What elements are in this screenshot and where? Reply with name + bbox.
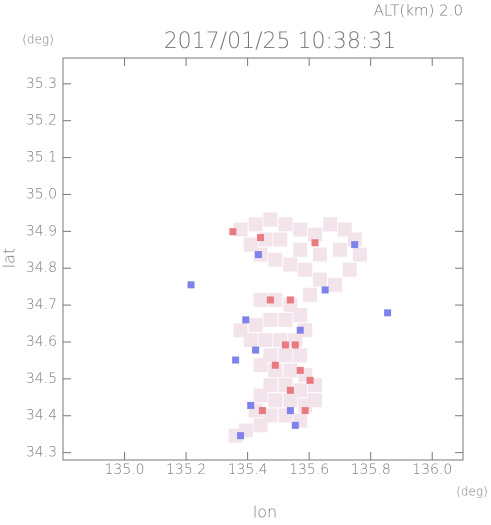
echo-cell	[253, 388, 268, 403]
y-tick-label: 35.0	[26, 186, 57, 202]
echo-cell	[268, 393, 283, 408]
echo-cell	[233, 222, 248, 237]
x-unit: (deg)	[456, 485, 488, 499]
echo-cell	[308, 227, 322, 242]
echo-cell	[248, 217, 263, 232]
echo-cell	[352, 247, 367, 262]
echo-cell	[278, 217, 293, 232]
plot-frame	[62, 57, 464, 461]
echo-cell	[257, 234, 265, 242]
echo-cell	[248, 318, 263, 333]
x-tick-label: 135.4	[228, 462, 268, 478]
echo-cell	[312, 272, 327, 287]
echo-cell	[291, 341, 299, 349]
y-tick-label: 34.6	[26, 334, 57, 350]
echo-cell	[283, 363, 298, 378]
echo-cell	[293, 348, 308, 363]
y-tick-label: 34.3	[26, 445, 57, 461]
echo-cell	[342, 262, 357, 277]
echo-cell	[384, 309, 392, 317]
echo-cell	[332, 242, 347, 257]
echo-cell	[278, 312, 293, 327]
echo-cell	[242, 316, 250, 324]
echo-cell	[312, 247, 327, 262]
altitude-annotation: ALT(km) 2.0	[374, 2, 463, 20]
x-tick-label: 135.6	[289, 462, 329, 478]
x-tick-label: 136.0	[412, 462, 452, 478]
echo-cell	[286, 296, 294, 304]
x-tick-label: 135.8	[351, 462, 391, 478]
echo-cell	[243, 237, 258, 252]
echo-cell	[268, 252, 283, 267]
chart-title: 2017/01/25 10:38:31	[164, 29, 397, 54]
y-unit: (deg)	[22, 33, 54, 47]
echo-cell	[254, 251, 262, 259]
echo-cell	[283, 257, 298, 272]
x-tick-label: 135.2	[166, 462, 206, 478]
echo-cell	[306, 376, 314, 384]
y-tick-label: 34.9	[26, 223, 57, 239]
y-tick-label: 35.3	[26, 76, 57, 92]
y-tick-label: 34.4	[26, 408, 57, 424]
echo-cell	[278, 348, 293, 363]
echo-cell	[258, 333, 273, 348]
echo-cell	[291, 421, 299, 429]
y-tick-label: 34.7	[26, 297, 57, 313]
echo-cell	[187, 281, 195, 289]
echo-cell	[253, 358, 268, 373]
echo-cell	[298, 262, 313, 277]
echo-cell	[283, 393, 298, 408]
echo-cell	[252, 346, 260, 354]
echo-cell	[311, 239, 319, 247]
echo-cell	[296, 366, 304, 374]
echo-cell	[263, 212, 278, 227]
y-axis-label: lat	[0, 248, 19, 269]
echo-cell	[301, 407, 309, 415]
echo-cell	[271, 361, 279, 369]
echo-cell	[293, 308, 308, 323]
echo-cell	[323, 217, 338, 232]
y-tick-label: 34.8	[26, 260, 57, 276]
echo-cell	[328, 277, 342, 292]
x-tick-label: 135.0	[104, 462, 144, 478]
y-tick-label: 34.5	[26, 371, 57, 387]
echo-cell	[293, 222, 308, 237]
echo-cell	[293, 242, 308, 257]
x-axis-label: lon	[253, 503, 277, 522]
echo-cell	[253, 292, 268, 307]
echo-cell	[286, 386, 294, 394]
echo-cell	[351, 241, 359, 249]
echo-cell	[237, 432, 245, 440]
echo-cell	[321, 286, 329, 294]
echo-cell	[243, 333, 258, 348]
echo-cell	[258, 407, 266, 415]
echo-cell	[281, 341, 289, 349]
echo-cell	[253, 418, 268, 433]
echo-cell	[273, 232, 288, 247]
echo-cell	[232, 356, 240, 364]
echo-cell	[247, 401, 255, 409]
echo-cell	[303, 287, 318, 302]
echo-cell	[308, 393, 322, 408]
echo-cell	[286, 407, 294, 415]
y-tick-label: 35.2	[26, 113, 57, 129]
echo-cell	[263, 312, 278, 327]
y-tick-label: 35.1	[26, 150, 57, 166]
echo-cell	[266, 296, 274, 304]
echo-cell	[229, 228, 237, 236]
echo-cell	[296, 326, 304, 334]
